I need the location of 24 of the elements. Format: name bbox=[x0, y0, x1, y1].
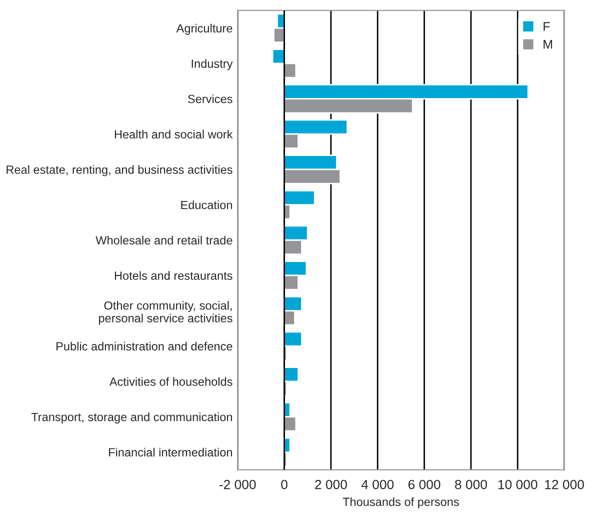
legend-label: M bbox=[544, 40, 552, 49]
legend-label: F bbox=[544, 22, 550, 31]
y-tick-label: Industry bbox=[192, 59, 233, 70]
y-tick-label: Activities of households bbox=[109, 377, 232, 386]
y-tick-label: Financial intermediation bbox=[109, 448, 232, 457]
x-tick-label: 8 000 bbox=[455, 480, 487, 490]
y-tick-label: Public administration and defence bbox=[56, 342, 232, 351]
y-tick-label: Agriculture bbox=[176, 24, 232, 35]
x-tick-label: -2 000 bbox=[219, 480, 256, 490]
y-tick-label: Hotels and restaurants bbox=[114, 271, 232, 280]
x-tick-label: 6 000 bbox=[408, 480, 440, 490]
x-tick-label: 12 000 bbox=[545, 480, 584, 490]
x-axis-title: Thousands of persons bbox=[342, 497, 459, 508]
x-tick-label: 10 000 bbox=[498, 480, 538, 490]
x-tick-label: 2 000 bbox=[315, 480, 347, 490]
y-tick-label: Services bbox=[188, 94, 232, 104]
y-tick-label: Wholesale and retail trade bbox=[96, 236, 232, 245]
y-tick-label: Real estate, renting, and business activities bbox=[6, 165, 232, 176]
x-tick-label: 4 000 bbox=[361, 480, 394, 490]
y-tick-label: Health and social work bbox=[114, 130, 233, 139]
y-tick-label: Transport, storage and communication bbox=[31, 412, 232, 424]
y-tick-label: Education bbox=[181, 200, 232, 210]
y-tick-label: Other community, social, personal service activities bbox=[99, 301, 232, 325]
x-tick-label: 0 bbox=[281, 480, 288, 490]
